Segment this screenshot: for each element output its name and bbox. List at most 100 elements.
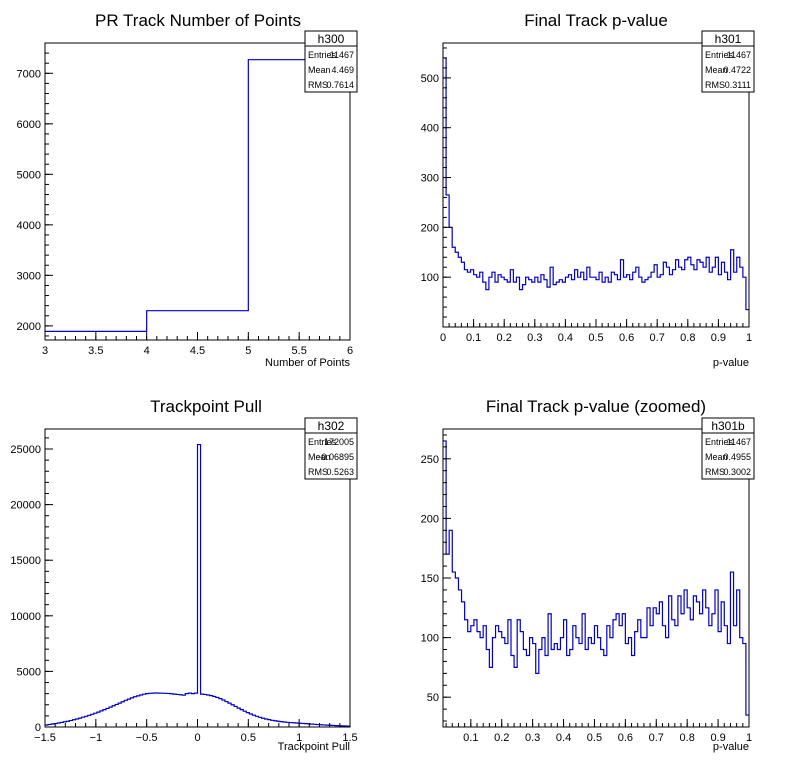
- x-tick-label: 0.5: [241, 732, 256, 744]
- x-tick-label: 0.7: [649, 732, 664, 744]
- stats-entries-value: 11467: [727, 50, 751, 60]
- x-tick-label: 0: [194, 732, 200, 744]
- x-tick-label: 0.4: [556, 732, 571, 744]
- y-tick-label: 10000: [10, 611, 41, 623]
- y-tick-label: 0: [35, 722, 41, 734]
- histogram-series: [443, 57, 749, 311]
- histogram-title: Final Track p-value: [524, 11, 668, 30]
- stats-rms-label: RMS: [308, 80, 328, 90]
- y-tick-label: 2000: [17, 321, 41, 333]
- x-tick-label: 3.5: [88, 345, 103, 357]
- stats-entries-value: 11467: [330, 50, 354, 60]
- y-tick-label: 4000: [17, 220, 41, 232]
- x-tick-label: 0.5: [588, 332, 603, 344]
- x-tick-label: 0.9: [711, 332, 726, 344]
- x-tick-label: 1: [296, 732, 302, 744]
- x-tick-label: 0.3: [525, 732, 540, 744]
- y-tick-label: 5000: [17, 169, 41, 181]
- x-tick-label: 0.2: [497, 332, 512, 344]
- stats-histogram-name: h302: [318, 419, 345, 433]
- x-tick-label: 0.1: [463, 732, 478, 744]
- stats-histogram-name: h301: [715, 32, 742, 46]
- stats-entries-label: Entries: [308, 50, 337, 60]
- histogram-panel-1: PR Track Number of Points 3 3.5 4 4.5 5 5.5 6 20…: [17, 11, 358, 369]
- y-tick-label: 200: [421, 222, 439, 234]
- x-axis-label: Trackpoint Pull: [278, 741, 350, 753]
- stats-box-frame: [701, 30, 755, 93]
- histogram-panel-2: Final Track p-value 0 0.1 0.2 0.3 0.4 0.5 0.6 0.…: [421, 11, 755, 369]
- stats-entries-value: 11467: [727, 437, 751, 447]
- histogram-series: [45, 59, 350, 333]
- stats-mean-value: 0.4955: [723, 452, 751, 462]
- histogram-title: Trackpoint Pull: [150, 397, 262, 416]
- x-tick-label: 1: [746, 332, 752, 344]
- histogram-title: PR Track Number of Points: [95, 11, 301, 30]
- x-tick-label: 0.6: [618, 732, 633, 744]
- y-tick-label: 15000: [10, 555, 41, 567]
- x-tick-label: 0.8: [680, 732, 695, 744]
- y-tick-label: 150: [421, 573, 439, 585]
- stats-entries-label: Entries: [308, 437, 337, 447]
- stats-mean-label: Mean: [308, 65, 331, 75]
- stats-mean-label: Mean: [705, 452, 728, 462]
- stats-rms-value: 0.3002: [723, 467, 751, 477]
- x-tick-label: −0.5: [136, 732, 158, 744]
- x-tick-label: 5.5: [292, 345, 307, 357]
- x-tick-label: 0: [440, 332, 446, 344]
- y-tick-label: 25000: [10, 444, 41, 456]
- histogram-title: Final Track p-value (zoomed): [486, 397, 706, 416]
- stats-rms-label: RMS: [308, 467, 328, 477]
- x-tick-label: 0.4: [558, 332, 573, 344]
- histogram-series: [443, 440, 749, 716]
- y-tick-label: 500: [421, 73, 439, 85]
- y-tick-label: 100: [421, 633, 439, 645]
- stats-mean-value: −0.06895: [316, 452, 354, 462]
- stats-rms-value: 0.5263: [326, 467, 354, 477]
- y-tick-label: 400: [421, 123, 439, 135]
- stats-box-frame: [701, 417, 755, 480]
- x-tick-label: −1.5: [34, 732, 56, 744]
- x-axis-label: p-value: [713, 741, 749, 753]
- x-tick-label: 0.7: [650, 332, 665, 344]
- x-tick-label: −1: [90, 732, 103, 744]
- x-tick-label: 0.9: [710, 732, 725, 744]
- y-tick-label: 200: [421, 513, 439, 525]
- histogram-series: [45, 443, 350, 727]
- x-tick-label: 0.8: [680, 332, 695, 344]
- y-tick-label: 5000: [17, 666, 41, 678]
- y-tick-label: 100: [421, 272, 439, 284]
- stats-rms-label: RMS: [705, 467, 725, 477]
- y-tick-label: 7000: [17, 68, 41, 80]
- x-tick-label: 1.5: [342, 732, 357, 744]
- y-tick-label: 300: [421, 173, 439, 185]
- x-tick-label: 0.5: [587, 732, 602, 744]
- y-tick-label: 3000: [17, 270, 41, 282]
- x-axis-label: Number of Points: [265, 357, 350, 369]
- stats-mean-value: 4.469: [331, 65, 354, 75]
- y-tick-label: 6000: [17, 119, 41, 131]
- plot-frame: [44, 42, 351, 341]
- y-tick-label: 250: [421, 454, 439, 466]
- x-tick-label: 5: [245, 345, 251, 357]
- histogram-panel-4: Final Track p-value (zoomed) 0.1 0.2 0.3 0.4…: [421, 397, 755, 753]
- x-tick-label: 3: [42, 345, 48, 357]
- histogram-panel-3: Trackpoint Pull −1.5 −1 −0.5 0 0.5 1 1.5 0 5000 10…: [10, 397, 357, 753]
- x-tick-label: 4: [144, 345, 150, 357]
- x-tick-label: 6: [347, 345, 353, 357]
- stats-rms-label: RMS: [705, 80, 725, 90]
- x-axis-label: p-value: [713, 357, 749, 369]
- stats-mean-value: 0.4722: [723, 65, 751, 75]
- stats-mean-label: Mean: [705, 65, 728, 75]
- stats-rms-value: 0.7614: [326, 80, 354, 90]
- x-tick-label: 4.5: [190, 345, 205, 357]
- x-tick-label: 0.2: [494, 732, 509, 744]
- x-tick-label: 0.1: [466, 332, 481, 344]
- stats-rms-value: 0.3111: [725, 80, 751, 90]
- stats-histogram-name: h301b: [711, 419, 745, 433]
- stats-entries-value: 172005: [324, 437, 354, 447]
- stats-entries-label: Entries: [705, 437, 734, 447]
